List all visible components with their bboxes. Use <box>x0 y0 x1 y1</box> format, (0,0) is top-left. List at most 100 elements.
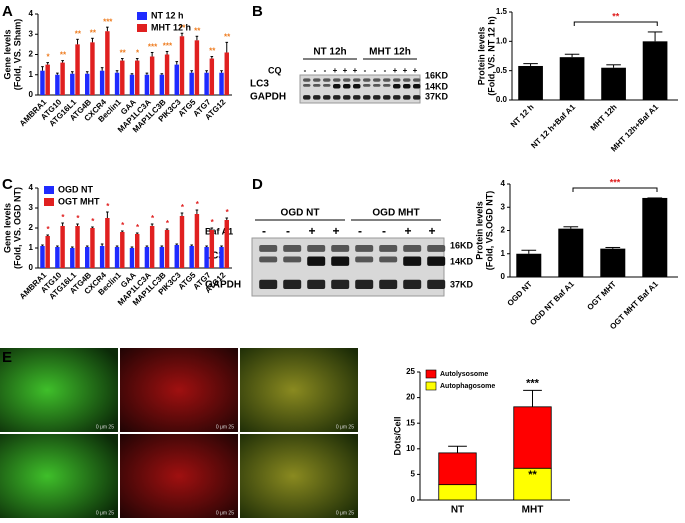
blot-band <box>403 244 422 252</box>
blot-band <box>259 244 278 252</box>
scale-label: 0 μm 25 <box>216 424 234 430</box>
blot-band <box>343 83 351 89</box>
y-tick-label: 1 <box>501 249 506 258</box>
bar <box>159 74 165 95</box>
y-tick-label: 4 <box>29 183 34 192</box>
blot-band <box>283 256 302 263</box>
blot-band <box>283 279 302 290</box>
legend-swatch <box>425 369 437 379</box>
bar <box>55 74 60 95</box>
bar <box>189 246 194 268</box>
bar <box>642 197 668 277</box>
bar <box>204 247 209 268</box>
legend-swatch <box>137 12 147 20</box>
blot-size-label: 16KD <box>425 70 449 80</box>
blot-band <box>379 279 398 290</box>
treatment-sign: - <box>358 224 362 238</box>
treatment-sign: - <box>374 66 377 75</box>
legend-swatch <box>137 24 147 32</box>
panel-label: B <box>252 3 263 20</box>
treatment-sign: + <box>428 224 435 238</box>
blot-band <box>403 95 411 100</box>
blot-band <box>283 244 302 252</box>
scale-label: 0 μm 25 <box>336 424 354 430</box>
bar <box>174 245 179 268</box>
blot-band <box>427 244 446 252</box>
significance: * <box>211 218 215 227</box>
blot-band <box>331 244 350 252</box>
significance: *** <box>103 17 113 26</box>
blot-row-label: GAPDH <box>250 92 286 103</box>
treatment-sign: - <box>286 224 290 238</box>
bracket-label: ** <box>612 11 620 21</box>
treatment-sign: + <box>343 66 348 75</box>
significance: ** <box>224 32 231 41</box>
bar <box>120 60 125 95</box>
y-axis-label: Protein levels <box>474 201 484 260</box>
y-tick-label: 25 <box>406 367 415 376</box>
legend-swatch <box>44 186 54 194</box>
y-tick-label: 3 <box>29 29 34 38</box>
treatment-label: CQ <box>268 65 282 75</box>
bar <box>144 74 150 95</box>
blot-row-label: LC3 <box>250 79 269 90</box>
blot-band <box>393 78 401 82</box>
y-axis-label: Protein levels <box>476 27 486 86</box>
blot-band <box>355 279 374 290</box>
bar <box>513 406 552 469</box>
bar <box>114 72 120 95</box>
bar <box>600 248 626 277</box>
significance: * <box>181 203 185 212</box>
y-tick-label: 0 <box>29 263 34 272</box>
blot-band <box>355 256 374 263</box>
bar <box>99 246 105 268</box>
blot-size-label: 16KD <box>450 240 474 250</box>
scale-label: 0 μm 25 <box>96 510 114 516</box>
significance: *** <box>148 43 158 52</box>
x-tick-label: NT <box>451 505 464 516</box>
bar <box>219 247 224 268</box>
y-axis-label: (Fold, VS. Sham) <box>12 19 22 91</box>
y-tick-label: 0 <box>29 90 34 99</box>
blot-size-label: 14KD <box>450 256 474 266</box>
significance: ** <box>209 47 216 56</box>
x-tick-label: NT 12 h+Baf A1 <box>529 102 577 150</box>
blot-band <box>303 95 311 100</box>
blot-band <box>373 83 381 87</box>
y-tick-label: 2 <box>29 50 34 59</box>
panel-label: C <box>2 176 13 193</box>
blot-band <box>363 95 371 100</box>
bar <box>518 65 543 100</box>
y-tick-label: 2 <box>29 223 34 232</box>
bar <box>90 42 95 95</box>
bracket <box>573 21 658 26</box>
blot-band <box>333 78 341 82</box>
blot-band <box>413 78 421 82</box>
blot-band <box>403 78 411 82</box>
significance: * <box>106 202 110 211</box>
bar <box>516 253 542 277</box>
bar <box>45 236 50 268</box>
legend-label: OGD NT <box>58 184 94 194</box>
y-tick-label: 2 <box>501 226 506 235</box>
blot-band <box>353 95 361 100</box>
bar <box>55 247 60 268</box>
bar <box>144 247 150 268</box>
bar <box>99 70 105 95</box>
blot-band <box>403 83 411 89</box>
blot-row-label: GAPDH <box>205 280 241 291</box>
significance: * <box>151 214 155 223</box>
blot-band <box>427 256 446 266</box>
bar <box>70 73 75 95</box>
significance: * <box>61 213 65 222</box>
treatment-sign: - <box>314 66 317 75</box>
bar <box>164 54 170 95</box>
significance: ** <box>60 51 67 60</box>
treatment-sign: - <box>304 66 307 75</box>
micrograph <box>240 348 358 432</box>
bar <box>219 72 224 95</box>
scale-label: 0 μm 25 <box>336 510 354 516</box>
y-tick-label: 0.5 <box>496 66 508 75</box>
bar <box>438 452 477 486</box>
bar <box>559 57 585 100</box>
